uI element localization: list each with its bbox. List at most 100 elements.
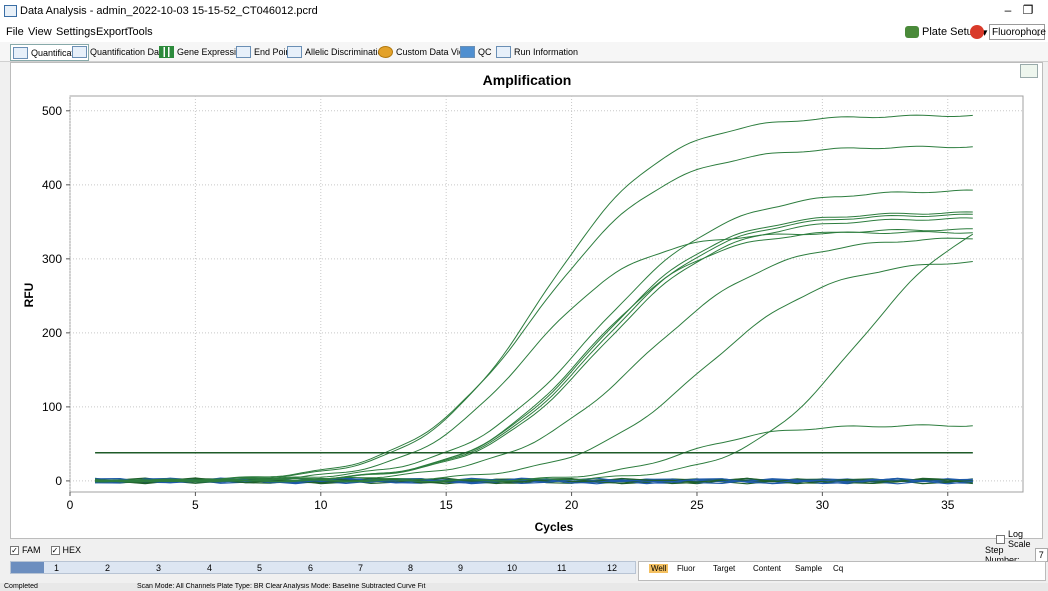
plate-column[interactable]: 1 xyxy=(54,563,60,573)
log-scale-checkbox[interactable] xyxy=(996,534,1005,544)
tab-label: QC xyxy=(478,46,492,57)
plate-column[interactable]: 2 xyxy=(105,563,111,573)
fluorophore-value: Fluorophore xyxy=(992,27,1046,38)
analysis-toolbar: Quantification Quantification Data Gene … xyxy=(0,42,1048,62)
tab-end-point[interactable]: End Point xyxy=(236,44,293,59)
plate-setup-arrow-icon: ▾ xyxy=(981,26,988,39)
fam-checkbox[interactable]: ✓ xyxy=(10,545,19,555)
plate-setup-button[interactable]: Plate Setup ▾ xyxy=(905,23,987,41)
amplification-curve xyxy=(95,145,973,482)
tab-label: Allelic Discrimination xyxy=(305,46,388,57)
menu-file[interactable]: File xyxy=(6,26,24,38)
tab-quantification[interactable]: Quantification xyxy=(10,44,90,61)
menu-export[interactable]: Export xyxy=(96,26,128,38)
menu-bar: File View Settings Export Tools xyxy=(0,22,1048,42)
plate-column[interactable]: 4 xyxy=(207,563,213,573)
plot-area xyxy=(69,95,1024,493)
amplification-curve xyxy=(95,237,973,483)
window-title: Data Analysis - admin_2022-10-03 15-15-5… xyxy=(20,5,318,17)
y-tick-label: 200 xyxy=(42,326,62,340)
tab-label: Quantification Data xyxy=(90,46,167,57)
amplification-chart-panel: Amplification Cycles RFU 0 5 10 15 20 25 30 35 0… xyxy=(10,62,1043,539)
fluorophore-icon xyxy=(970,25,984,39)
plate-column[interactable]: 9 xyxy=(458,563,464,573)
y-tick-label: 400 xyxy=(42,178,62,192)
fluorophore-dropdown[interactable]: Fluorophore ⌄ xyxy=(989,24,1046,40)
tab-label: Custom Data View xyxy=(396,46,471,57)
plate-column[interactable]: 12 xyxy=(607,563,618,573)
amplification-curve xyxy=(95,424,973,483)
well-data-table: Well Fluor Target Content Sample Cq xyxy=(638,561,1046,581)
minimize-button[interactable]: – xyxy=(1004,3,1012,17)
plate-column[interactable]: 3 xyxy=(156,563,162,573)
column-header-fluor[interactable]: Fluor xyxy=(677,564,696,573)
y-axis-label: RFU xyxy=(22,283,36,308)
hex-checkbox[interactable]: ✓ xyxy=(50,545,60,555)
fluor-filters: ✓ FAM ✓ HEX xyxy=(10,545,81,555)
log-scale-toggle[interactable]: Log Scale xyxy=(996,529,1048,549)
plate-column[interactable]: 7 xyxy=(358,563,364,573)
status-bar: Completed Scan Mode: All Channels Plate … xyxy=(0,583,1048,591)
x-axis-label: Cycles xyxy=(535,520,574,534)
plate-column[interactable]: 11 xyxy=(557,563,567,573)
hex-filter[interactable]: ✓ HEX xyxy=(50,545,82,555)
amplification-chart-icon xyxy=(13,46,28,59)
column-header-target[interactable]: Target xyxy=(713,564,736,573)
baseline-trace xyxy=(95,477,973,485)
fam-filter[interactable]: ✓ FAM xyxy=(10,545,41,555)
plate-column[interactable]: 6 xyxy=(308,563,314,573)
status-state: Completed xyxy=(4,583,38,590)
chart-options-button[interactable] xyxy=(1020,64,1038,78)
tab-label: End Point xyxy=(254,46,294,57)
tab-label: Gene Expression xyxy=(177,46,247,57)
scatter-icon xyxy=(287,45,302,58)
y-tick-label: 0 xyxy=(55,474,62,488)
status-analysis-mode: Analysis Mode: Baseline Subtracted Curve… xyxy=(283,583,426,590)
plate-setup-label: Plate Setup xyxy=(922,26,979,38)
maximize-button[interactable]: ❐ xyxy=(1022,3,1034,17)
tab-allelic-discrimination[interactable]: Allelic Discrimination xyxy=(287,44,388,59)
column-header-sample[interactable]: Sample xyxy=(795,564,823,573)
menu-tools[interactable]: Tools xyxy=(127,26,153,38)
tab-quantification-data[interactable]: Quantification Data xyxy=(72,44,167,59)
hex-label: HEX xyxy=(62,545,82,555)
x-tick-label: 30 xyxy=(816,498,830,512)
window-title-bar: Data Analysis - admin_2022-10-03 15-15-5… xyxy=(0,0,1048,22)
x-tick-label: 15 xyxy=(440,498,454,512)
x-tick-label: 0 xyxy=(67,498,74,512)
status-scan-mode: Scan Mode: All Channels xyxy=(137,583,216,590)
plate-column[interactable]: 5 xyxy=(257,563,263,573)
gear-icon xyxy=(378,45,393,58)
amplification-curve xyxy=(95,114,973,482)
column-header-content[interactable]: Content xyxy=(753,564,782,573)
plate-select-all-corner[interactable] xyxy=(11,562,44,573)
y-tick-label: 100 xyxy=(42,400,62,414)
tab-run-information[interactable]: Run Information xyxy=(496,44,578,59)
x-tick-label: 25 xyxy=(690,498,704,512)
tab-gene-expression[interactable]: Gene Expression xyxy=(159,44,246,59)
run-information-icon xyxy=(496,45,511,58)
log-scale-label: Log Scale xyxy=(1008,529,1031,549)
chart-app-icon xyxy=(4,5,17,17)
x-tick-label: 5 xyxy=(192,498,199,512)
bar-chart-icon xyxy=(159,45,174,58)
step-number-value[interactable]: 7 xyxy=(1034,548,1048,562)
menu-settings[interactable]: Settings xyxy=(56,26,96,38)
amplification-chart: Amplification Cycles RFU 0 5 10 15 20 25 30 35 0… xyxy=(22,72,1024,534)
plate-column[interactable]: 8 xyxy=(408,563,414,573)
status-plate-type: Plate Type: BR Clear xyxy=(217,583,283,590)
x-tick-label: 20 xyxy=(565,498,579,512)
qc-icon xyxy=(460,45,475,58)
tab-label: Run Information xyxy=(514,46,579,57)
column-header-cq[interactable]: Cq xyxy=(833,564,844,573)
tab-custom-data-view[interactable]: Custom Data View xyxy=(378,44,470,59)
quantification-data-icon xyxy=(72,45,87,58)
menu-view[interactable]: View xyxy=(28,26,52,38)
amplification-curve xyxy=(95,230,973,483)
plate-setup-icon xyxy=(905,26,919,38)
plate-column[interactable]: 10 xyxy=(507,563,518,573)
column-header-well[interactable]: Well xyxy=(649,564,669,573)
tab-qc[interactable]: QC xyxy=(460,44,492,59)
x-tick-label: 10 xyxy=(314,498,328,512)
step-number-label: Step Number: xyxy=(985,545,1020,565)
